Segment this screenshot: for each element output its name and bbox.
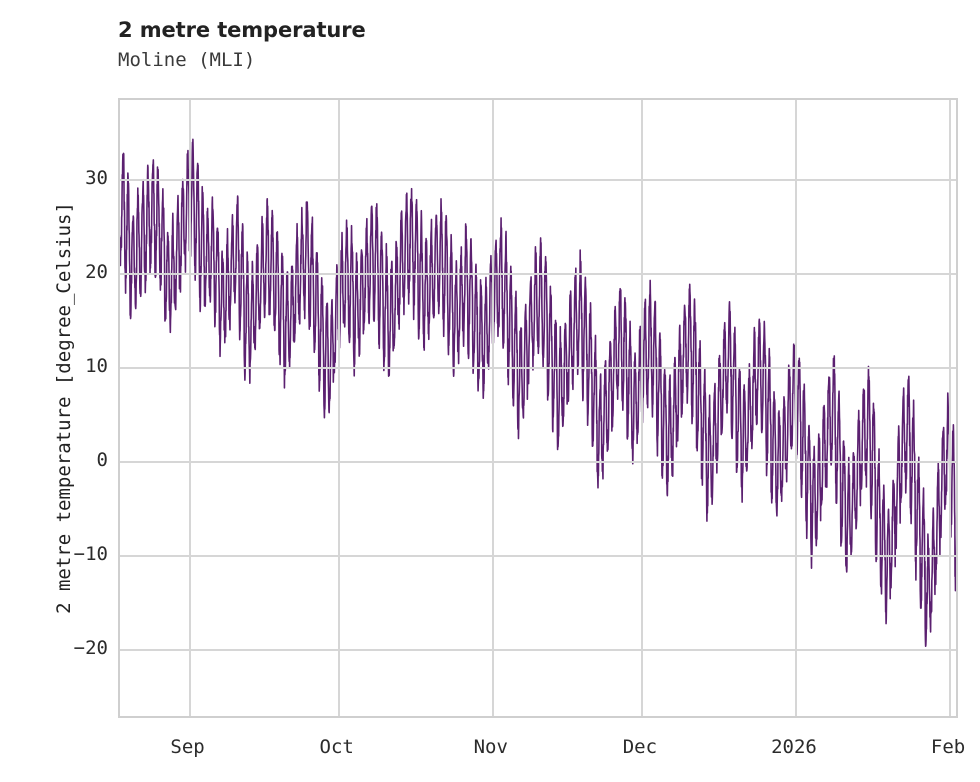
x-tick-label: 2026: [771, 736, 817, 758]
gridline-vertical: [640, 100, 643, 716]
chart-subtitle: Moline (MLI): [118, 49, 256, 71]
x-tick-label: Sep: [170, 736, 205, 758]
gridline-horizontal: [120, 272, 956, 275]
y-tick-label: −10: [73, 542, 108, 565]
temperature-series: [120, 138, 956, 648]
y-tick-label: 20: [85, 260, 108, 283]
gridline-horizontal: [120, 178, 956, 181]
x-tick-label: Oct: [319, 736, 354, 758]
x-tick-label: Feb: [930, 736, 966, 758]
gridline-vertical: [794, 100, 797, 716]
page-title: 2 metre temperature: [118, 18, 366, 42]
x-tick-label: Nov: [473, 736, 508, 758]
gridline-vertical: [491, 100, 494, 716]
y-axis-tick-labels: 30 20 10 0 −10 −20: [0, 0, 108, 782]
gridline-horizontal: [120, 554, 956, 557]
y-tick-label: 10: [85, 354, 108, 377]
plot-area: [118, 98, 958, 718]
gridline-horizontal: [120, 366, 956, 369]
gridline-vertical: [949, 100, 952, 716]
y-tick-label: −20: [73, 636, 108, 659]
y-tick-label: 0: [96, 448, 108, 471]
temperature-line: [120, 138, 956, 648]
gridline-horizontal: [120, 460, 956, 463]
gridline-vertical: [337, 100, 340, 716]
gridline-horizontal: [120, 648, 956, 651]
y-tick-label: 30: [85, 166, 108, 189]
x-tick-label: Dec: [622, 736, 658, 758]
gridline-vertical: [188, 100, 191, 716]
